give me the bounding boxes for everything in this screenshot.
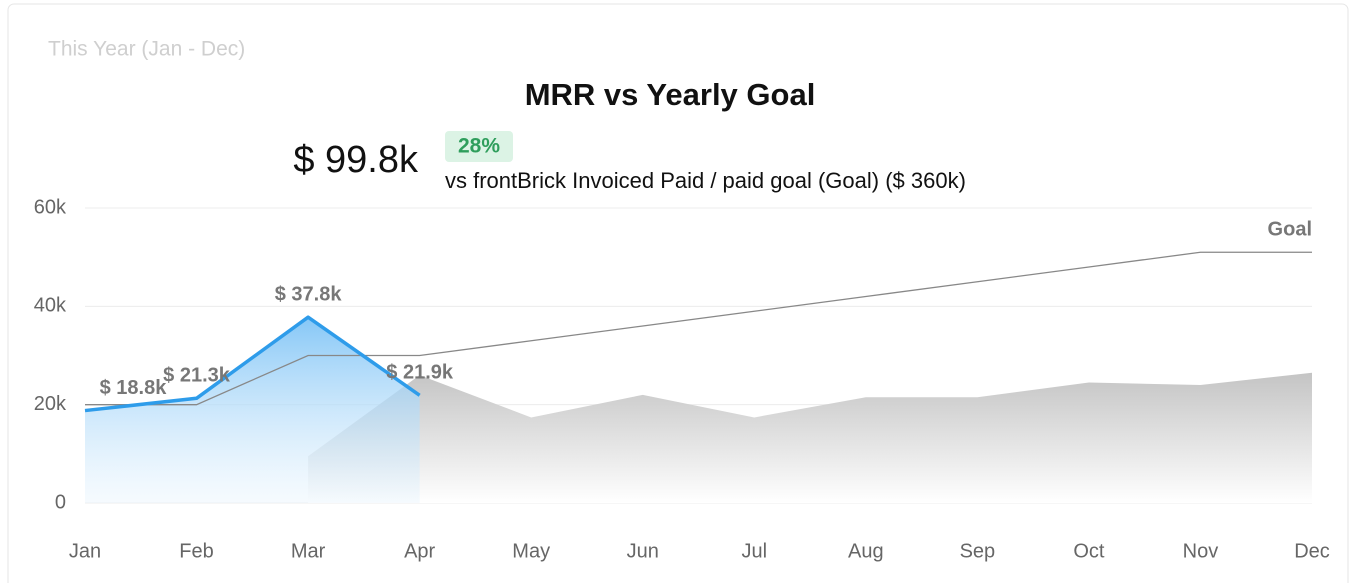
x-tick-label: May [512,540,550,562]
kpi-caption: vs frontBrick Invoiced Paid / paid goal … [445,168,966,193]
data-label: $ 21.3k [163,365,231,387]
data-label: $ 37.8k [275,283,343,305]
mrr-line [84,315,421,413]
data-label: $ 18.8k [100,377,168,399]
y-tick-label: 0 [55,491,66,513]
x-tick-label: Nov [1183,540,1219,562]
kpi-change: 28% [458,135,500,158]
subtitle: This Year (Jan - Dec) [48,38,245,61]
y-tick-label: 20k [34,393,67,415]
x-tick-label: Jan [69,540,101,562]
mrr-area [85,317,420,503]
x-tick-label: Jun [627,540,659,562]
kpi-badge [445,131,513,162]
y-tick-label: 60k [34,196,67,218]
x-tick-label: Dec [1294,540,1330,562]
chart-title: MRR vs Yearly Goal [525,77,816,112]
x-tick-label: Mar [291,540,326,562]
comparison-area [308,372,1312,503]
goal-line [85,251,1312,406]
x-tick-label: Jul [741,540,767,562]
data-label: $ 21.9k [386,362,454,384]
y-tick-label: 40k [34,295,67,317]
x-tick-label: Aug [848,540,884,562]
kpi-value: $ 99.8k [293,139,419,181]
x-tick-label: Sep [960,540,996,562]
x-tick-label: Oct [1073,540,1105,562]
goal-label: Goal [1268,219,1312,241]
x-tick-label: Feb [179,540,213,562]
x-tick-label: Apr [404,540,435,562]
